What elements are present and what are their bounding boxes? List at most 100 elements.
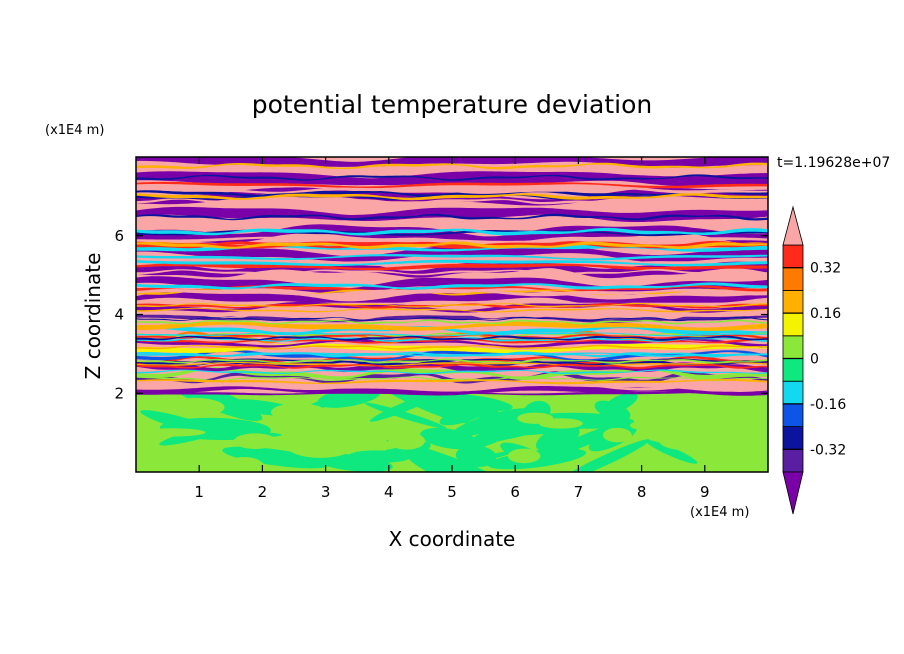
field-blob [364,402,447,429]
field-blob [164,397,225,417]
colorbar-bin [782,312,804,337]
field-blob [727,413,749,423]
field-band [136,259,768,267]
field-band [136,369,768,375]
field-blob [732,440,768,449]
field-band [136,319,768,325]
field-blob [287,434,354,458]
field-band [136,245,768,263]
field-band [136,282,768,290]
colorbar-bin [782,335,804,359]
field-band [136,344,768,350]
field-blob [602,427,632,443]
field-band [136,181,768,189]
field-band [136,307,768,313]
field-band [136,197,768,205]
y-tick-label: 2 [114,384,124,402]
colorbar-bin [782,448,804,473]
y-axis-label: Z coordinate [81,253,105,380]
x-tick-label: 1 [194,483,204,501]
colorbar-bin [782,403,804,427]
y-tick-label: 4 [114,306,124,324]
field-band [136,162,768,170]
field-blob [405,450,478,472]
field-band [136,240,768,249]
chart-title: potential temperature deviation [252,90,652,119]
x-tick-label: 4 [384,483,394,501]
colorbar-bin [782,244,804,269]
field-blob [271,403,326,422]
field-blob [352,440,400,451]
field-blob [233,433,277,449]
y-axis: 2 4 6 [114,227,768,402]
time-label: t=1.19628e+07 [777,155,890,171]
field-band [136,288,768,297]
field-blob [517,412,554,424]
field-blob [349,450,410,463]
x-tick-label: 8 [637,483,647,501]
field-band [136,358,768,364]
colorbar-tick-label: 0 [810,352,819,368]
field-band [136,192,768,201]
field-band [136,332,768,337]
field-band [136,351,768,358]
field-band [136,378,768,391]
field-band [136,371,768,384]
field-blob [658,428,712,451]
field-blob [594,400,631,421]
field-band [136,187,768,194]
field-blob [420,427,478,450]
field-band [136,227,768,236]
field-band [136,213,768,221]
x-tick-label: 6 [510,483,520,501]
x-unit-label: (x1E4 m) [690,505,749,520]
colorbar-tick-label: 0.32 [810,261,841,277]
field-band [136,363,768,369]
field-band [136,206,768,222]
field-band [136,367,768,380]
x-axis: 1 2 3 4 5 6 7 8 9 [194,157,710,501]
field-blob [439,404,491,426]
colorbar-tick-label: -0.16 [810,397,846,413]
field-band [136,358,768,363]
colorbar-max-arrow [782,205,804,246]
plot-area [136,157,768,472]
colorbar: 0.32 0.16 0 -0.16 -0.32 [782,205,846,515]
colorbar-tick-label: -0.32 [810,442,846,458]
field-band [136,302,768,308]
field-band [136,189,768,197]
field-band [136,171,768,187]
x-tick-label: 7 [574,483,584,501]
field-band [136,269,768,276]
colorbar-bin [782,380,804,405]
field-band [136,259,768,267]
x-tick-label: 3 [321,483,331,501]
field-blob [560,439,650,472]
x-tick-label: 2 [258,483,268,501]
colorbar-min-arrow [782,471,804,515]
field-band [136,254,768,261]
field-blob [642,402,678,424]
y-unit-label: (x1E4 m) [45,123,104,138]
colorbar-bin [782,426,804,450]
field-band [136,236,768,244]
field-band [136,241,768,250]
colorbar-bin [782,358,804,382]
field-blob [646,440,698,464]
colorbar-tick-label: 0.16 [810,306,841,322]
x-axis-label: X coordinate [389,527,516,551]
colorbar-bin [782,289,804,314]
field-band [136,321,768,331]
field-blob [222,446,330,469]
field-band [136,379,768,385]
field-blob [223,456,266,472]
y-tick-label: 6 [114,227,124,245]
field-band [136,335,768,341]
field-band [136,391,768,396]
field-band [136,349,768,362]
field-band [136,316,768,322]
x-tick-label: 5 [447,483,457,501]
field-blob [507,448,541,464]
field-blob [455,445,497,467]
